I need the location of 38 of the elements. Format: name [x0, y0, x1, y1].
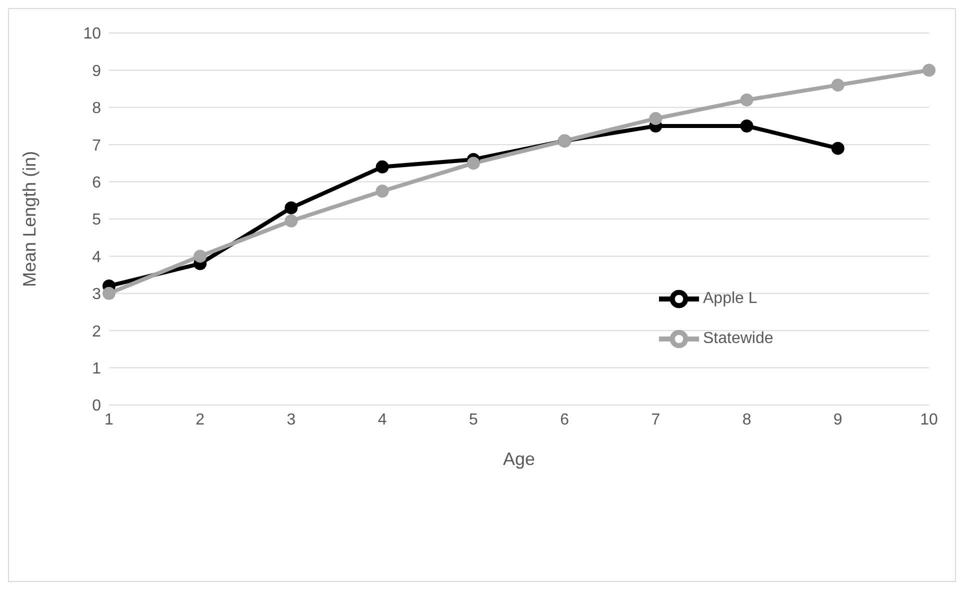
- x-axis-title: Age: [502, 449, 536, 469]
- legend-label: Statewide: [703, 330, 774, 348]
- point: [649, 112, 662, 126]
- point: [466, 156, 480, 170]
- point: [376, 160, 389, 174]
- y-tick-label: 0: [92, 398, 102, 415]
- point: [740, 120, 754, 132]
- point: [284, 214, 298, 228]
- x-tick-label: 10: [920, 411, 938, 428]
- point: [284, 201, 298, 214]
- x-tick-label: 4: [378, 411, 387, 428]
- point: [376, 184, 389, 198]
- y-tick-label: 8: [92, 100, 102, 118]
- x-tick-label: 2: [196, 411, 205, 428]
- x-tick-label: 6: [560, 411, 570, 428]
- x-tick-label: 8: [742, 411, 752, 428]
- x-tick-label: 3: [286, 411, 296, 428]
- y-tick-label: 5: [92, 212, 102, 229]
- x-tick-label: 5: [468, 411, 478, 428]
- y-tick-label: 7: [92, 137, 102, 154]
- x-tick-label: 9: [833, 411, 842, 428]
- point: [831, 142, 844, 155]
- point: [740, 93, 754, 106]
- y-tick-label: 10: [83, 26, 102, 43]
- point: [102, 286, 116, 300]
- y-tick-label: 3: [92, 286, 102, 304]
- point: [831, 78, 844, 92]
- point: [922, 64, 936, 77]
- y-tick-label: 1: [92, 360, 102, 378]
- legend-label: Apple L: [703, 290, 758, 308]
- y-tick-label: 6: [92, 174, 102, 192]
- y-tick-label: 2: [92, 323, 102, 340]
- y-tick-label: 9: [92, 62, 102, 80]
- point: [194, 250, 207, 263]
- y-axis-title: Mean Length (in): [19, 150, 40, 288]
- x-tick-label: 1: [104, 411, 114, 428]
- y-tick-label: 4: [92, 248, 102, 266]
- x-tick-label: 7: [651, 411, 660, 428]
